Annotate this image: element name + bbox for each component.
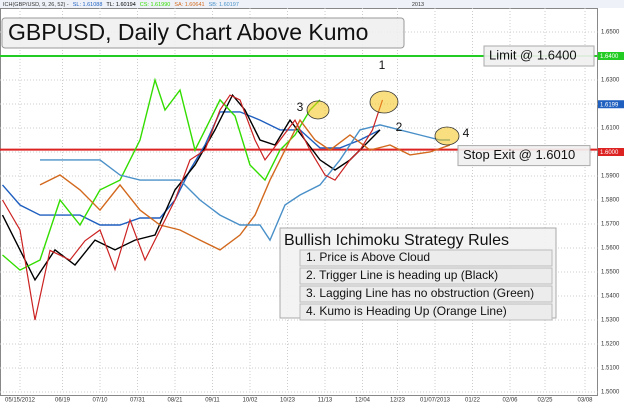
x-tick-label: 10/02 [242, 398, 258, 404]
top-year-label: 2013 [412, 2, 424, 8]
price-tag-label: 1.6000 [600, 150, 619, 156]
x-tick-label: 12/04 [355, 398, 371, 404]
y-tick-label: 1.5600 [601, 246, 620, 252]
indicator-header: ICH(GBP/USD, 9, 26, 52) - [3, 2, 69, 8]
x-tick-label: 08/21 [167, 398, 183, 404]
y-tick-label: 1.5400 [601, 294, 620, 300]
series-line [39, 118, 451, 251]
annotations: GBPUSD, Daily Chart Above Kumo Bullish I… [1, 17, 595, 321]
y-tick-label: 1.5000 [601, 390, 620, 396]
y-tick-label: 1.6300 [601, 78, 620, 84]
limit-label-box [483, 45, 595, 67]
x-tick-label: 10/23 [280, 398, 296, 404]
stop-label: Stop Exit @ 1.6010 [463, 147, 575, 162]
x-tick-label: 09/11 [205, 398, 220, 404]
y-tick-label: 1.5900 [601, 174, 620, 180]
legend-entry: SB: 1.60197 [209, 2, 239, 8]
rule-text: 3. Lagging Line has no obstruction (Gree… [306, 286, 534, 300]
y-tick-label: 1.5800 [601, 198, 620, 204]
y-tick-label: 1.6500 [601, 30, 620, 36]
rule-box [299, 285, 553, 303]
chart-title: GBPUSD, Daily Chart Above Kumo [8, 19, 368, 45]
callout-ellipse [306, 100, 330, 120]
grid [0, 8, 598, 393]
legend-entry: SA: 1.60641 [174, 2, 204, 8]
callout-number: 4 [463, 126, 470, 140]
x-tick-label: 03/08 [577, 398, 593, 404]
series-line [2, 77, 321, 271]
price-tag-label: 1.6199 [600, 102, 619, 108]
x-tick-label: 06/19 [55, 398, 71, 404]
y-tick-label: 1.6100 [601, 126, 620, 132]
x-tick-label: 01/07/2013 [420, 398, 451, 404]
y-tick-label: 1.5500 [601, 270, 620, 276]
rules-title: Bullish Ichimoku Strategy Rules [284, 232, 509, 249]
x-tick-label: 11/13 [318, 398, 333, 404]
price-tag-label: 1.6400 [600, 54, 619, 60]
title-box [1, 17, 405, 49]
legend-entry: CS: 1.61990 [140, 2, 171, 8]
header-bar [0, 0, 624, 8]
x-tick-label: 07/31 [130, 398, 146, 404]
plot-frame [0, 8, 598, 396]
price-tag [598, 148, 624, 156]
limit-label: Limit @ 1.6400 [489, 47, 577, 62]
callout-ellipse [434, 126, 460, 146]
y-tick-label: 1.5200 [601, 342, 620, 348]
x-tick-label: 02/06 [502, 398, 518, 404]
callout-number: 3 [297, 100, 304, 114]
stop-label-box [457, 145, 591, 167]
price-tag [598, 52, 624, 60]
rule-text: 1. Price is Above Cloud [306, 250, 430, 264]
rule-text: 4. Kumo is Heading Up (Orange Line) [306, 304, 507, 318]
price-line [1, 94, 384, 321]
y-tick-label: 1.5300 [601, 318, 620, 324]
y-tick-label: 1.5700 [601, 222, 620, 228]
legend-entry: TL: 1.60194 [106, 2, 135, 8]
x-tick-label: 01/22 [465, 398, 481, 404]
price-tag [598, 100, 624, 109]
rule-box [299, 267, 553, 285]
x-tick-label: 05/15/2012 [5, 398, 36, 404]
x-tick-label: 02/25 [537, 398, 553, 404]
series-line [1, 111, 381, 226]
y-tick-label: 1.5100 [601, 366, 620, 372]
rule-box [299, 249, 553, 267]
callout-number: 1 [379, 58, 386, 72]
series-line [1, 93, 381, 282]
x-tick-label: 07/10 [92, 398, 108, 404]
rule-text: 2. Trigger Line is heading up (Black) [306, 268, 498, 282]
legend-entry: SL: 1.61088 [73, 2, 103, 8]
x-tick-label: 12/23 [390, 398, 406, 404]
series-line [40, 124, 450, 242]
rule-box [299, 303, 553, 321]
callout-ellipse [369, 90, 399, 114]
callout-number: 2 [396, 120, 403, 134]
